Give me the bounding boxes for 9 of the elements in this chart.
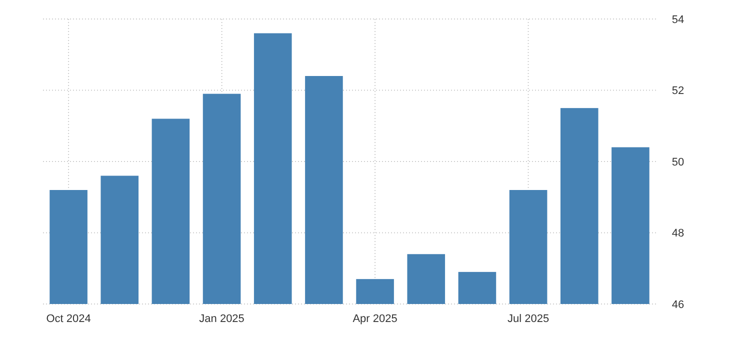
y-tick-label: 48 — [672, 228, 684, 240]
x-tick-label: Apr 2025 — [352, 313, 398, 325]
y-tick-label: 52 — [672, 85, 684, 98]
x-tick-label: Oct 2024 — [46, 313, 91, 325]
y-tick-label: 46 — [672, 298, 684, 311]
x-tick-label: Jan 2025 — [199, 313, 244, 325]
y-tick-label: 50 — [672, 156, 684, 168]
y-tick-label: 54 — [672, 14, 684, 26]
x-tick-label: Jul 2025 — [507, 313, 550, 325]
